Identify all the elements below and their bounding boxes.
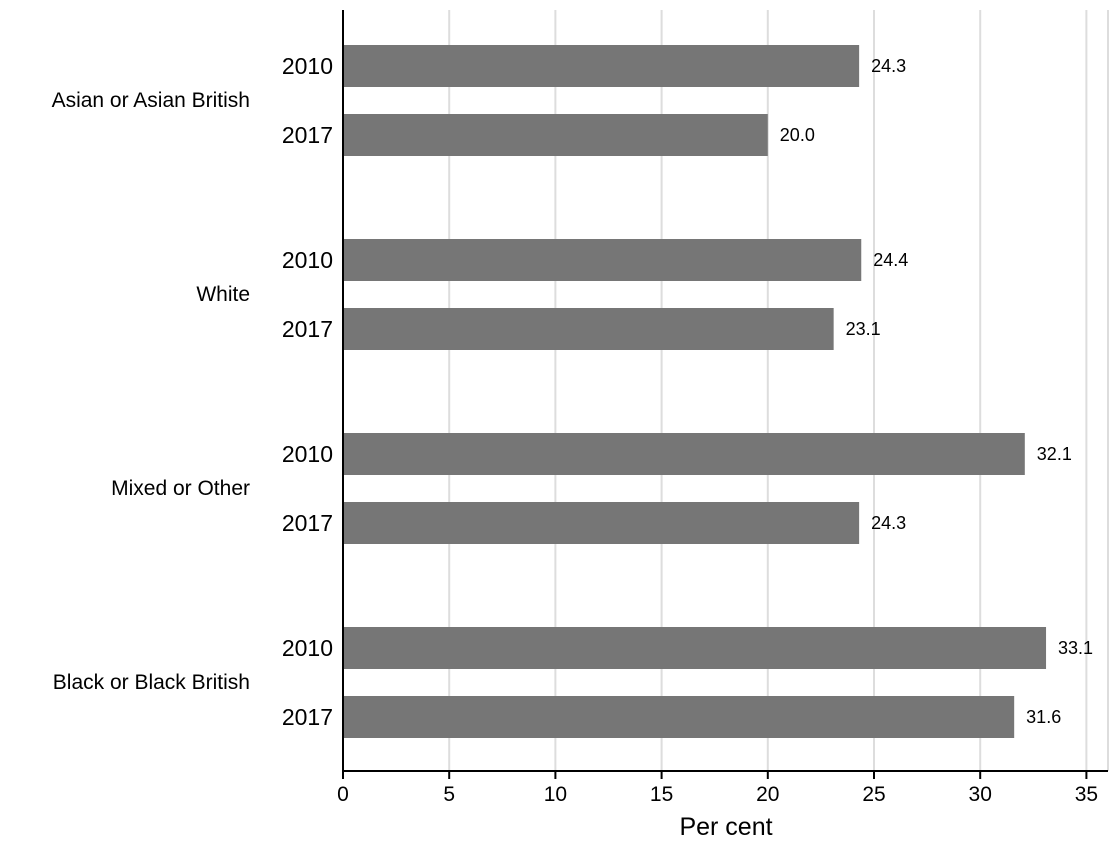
year-label-asian-or-asian-british-2010: 2010 (282, 53, 333, 79)
year-label-black-or-black-british-2017: 2017 (282, 704, 333, 730)
value-label-asian-or-asian-british-2017: 20.0 (780, 125, 815, 145)
value-label-white-2010: 24.4 (873, 250, 908, 270)
value-label-white-2017: 23.1 (846, 319, 881, 339)
group-label-mixed-or-other: Mixed or Other (111, 477, 250, 500)
bar-mixed-or-other-2010 (343, 433, 1025, 475)
bar-white-2017 (343, 308, 834, 350)
x-axis-title: Per cent (679, 813, 772, 841)
group-label-asian-or-asian-british: Asian or Asian British (52, 89, 250, 112)
year-label-white-2017: 2017 (282, 316, 333, 342)
bar-white-2010 (343, 239, 862, 281)
group-label-white: White (196, 283, 250, 306)
group-label-black-or-black-british: Black or Black British (53, 671, 250, 694)
value-label-black-or-black-british-2010: 33.1 (1058, 638, 1093, 658)
bar-black-or-black-british-2017 (343, 696, 1015, 738)
x-tick-label-10: 10 (544, 783, 567, 806)
x-tick-label-35: 35 (1075, 783, 1098, 806)
bar-black-or-black-british-2010 (343, 627, 1047, 669)
bar-mixed-or-other-2017 (343, 502, 860, 544)
year-label-asian-or-asian-british-2017: 2017 (282, 122, 333, 148)
bar-layer (343, 45, 1047, 738)
x-tick-label-25: 25 (862, 783, 885, 806)
bar-asian-or-asian-british-2017 (343, 114, 768, 156)
value-label-asian-or-asian-british-2010: 24.3 (871, 56, 906, 76)
bar-asian-or-asian-british-2010 (343, 45, 860, 87)
value-label-mixed-or-other-2010: 32.1 (1037, 444, 1072, 464)
x-tick-label-5: 5 (443, 783, 455, 806)
year-label-mixed-or-other-2017: 2017 (282, 510, 333, 536)
value-label-black-or-black-british-2017: 31.6 (1026, 707, 1061, 727)
year-label-white-2010: 2010 (282, 247, 333, 273)
year-label-black-or-black-british-2010: 2010 (282, 635, 333, 661)
x-tick-layer: 0 5 10 15 20 25 30 35 (337, 771, 1098, 806)
x-tick-label-15: 15 (650, 783, 673, 806)
year-label-mixed-or-other-2010: 2010 (282, 441, 333, 467)
x-tick-label-20: 20 (756, 783, 779, 806)
x-tick-label-0: 0 (337, 783, 349, 806)
value-label-mixed-or-other-2017: 24.3 (871, 513, 906, 533)
label-layer: 2010 24.3 2017 20.0 Asian or Asian British 20… (52, 53, 1094, 730)
x-tick-label-30: 30 (969, 783, 992, 806)
